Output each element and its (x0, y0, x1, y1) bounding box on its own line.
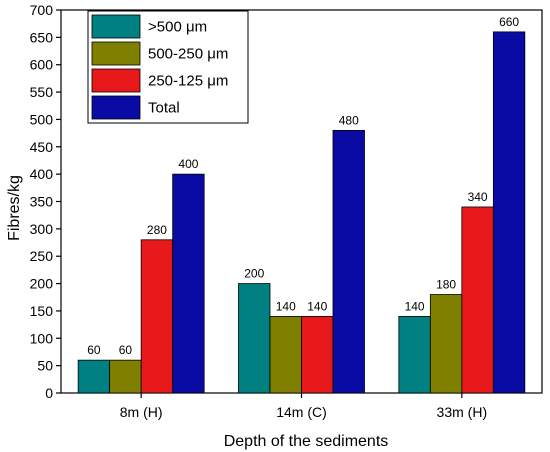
y-tick-label: 700 (30, 2, 54, 18)
bar (77, 359, 111, 394)
data-label: 660 (499, 15, 519, 29)
legend-label: 250-125 μm (148, 73, 228, 90)
legend-swatch (91, 14, 141, 39)
legend-label: Total (148, 100, 180, 117)
data-label: 140 (307, 299, 327, 313)
bar (461, 206, 494, 394)
x-tick-label: 14m (C) (276, 404, 327, 420)
bar (172, 173, 205, 394)
y-tick-label: 550 (30, 84, 54, 100)
data-label: 60 (87, 343, 101, 357)
bar (238, 283, 271, 394)
x-tick-label: 8m (H) (120, 404, 163, 420)
data-label: 280 (147, 223, 167, 237)
x-axis-title: Depth of the sediments (224, 433, 389, 450)
y-tick-label: 200 (30, 276, 54, 292)
legend-swatch (91, 68, 141, 93)
y-tick-label: 500 (30, 111, 54, 127)
bar (398, 315, 431, 394)
y-tick-label: 400 (30, 166, 54, 182)
bar (140, 239, 174, 394)
data-label: 340 (468, 190, 488, 204)
y-tick-label: 100 (30, 330, 54, 346)
legend-label: >500 μm (148, 19, 207, 36)
legend-swatch (91, 95, 141, 120)
y-tick-label: 350 (30, 194, 54, 210)
bar (301, 315, 334, 394)
bar (492, 31, 526, 394)
y-tick-label: 250 (30, 248, 54, 264)
y-tick-label: 450 (30, 139, 54, 155)
data-label: 140 (276, 299, 296, 313)
data-label: 60 (119, 343, 133, 357)
y-tick-label: 150 (30, 303, 54, 319)
legend-label: 500-250 μm (148, 46, 228, 63)
data-label: 180 (436, 278, 456, 292)
y-axis-title: Fibres/kg (6, 175, 23, 241)
data-label: 400 (178, 157, 198, 171)
y-tick-label: 300 (30, 221, 54, 237)
data-label: 200 (244, 267, 264, 281)
y-tick-label: 0 (45, 385, 53, 401)
x-tick-label: 33m (H) (437, 404, 488, 420)
bar (109, 359, 142, 394)
bar (429, 294, 463, 394)
y-tick-label: 50 (37, 358, 53, 374)
data-label: 480 (339, 113, 359, 127)
data-label: 140 (405, 299, 425, 313)
legend-swatch (91, 41, 141, 66)
y-tick-label: 600 (30, 57, 54, 73)
bar (269, 315, 302, 394)
bar (332, 129, 365, 394)
y-tick-label: 650 (30, 29, 54, 45)
